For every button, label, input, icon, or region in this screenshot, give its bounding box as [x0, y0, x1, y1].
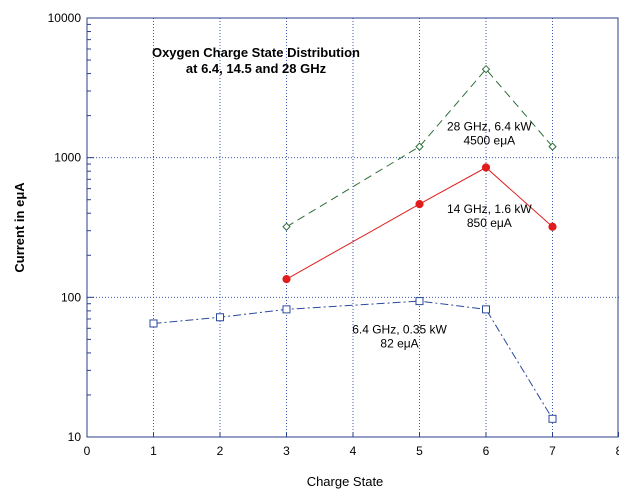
y-tick-label: 10000	[48, 11, 82, 25]
data-point	[149, 319, 158, 328]
y-tick-label: 1000	[54, 151, 81, 165]
data-point	[415, 200, 424, 209]
series-3	[149, 297, 557, 423]
axis-ticks: 0 1 2 3 4 5 6 7 8 10 100 1000 10000	[48, 11, 619, 458]
data-point	[548, 142, 557, 151]
y-axis-title: Current in eμA	[12, 182, 27, 273]
x-tick-label: 2	[217, 444, 224, 458]
annotation-text: 850 eμA	[467, 216, 512, 230]
x-tick-label: 0	[84, 444, 91, 458]
annotation-text: 6.4 GHz, 0.35 kW	[352, 323, 447, 337]
data-point	[415, 297, 424, 306]
data-point	[548, 222, 557, 231]
data-point	[282, 275, 291, 284]
y-tick-label: 100	[61, 290, 81, 304]
data-point	[415, 142, 424, 151]
chart-title-line: at 6.4, 14.5 and 28 GHz	[186, 61, 327, 76]
data-point	[282, 305, 291, 314]
series-2	[282, 163, 557, 284]
data-point	[282, 222, 291, 231]
x-tick-label: 7	[549, 444, 556, 458]
annotation-text: 28 GHz, 6.4 kW	[447, 120, 532, 134]
data-point	[481, 163, 491, 172]
x-axis-title: Charge State	[307, 474, 384, 489]
annotation-text: 4500 eμA	[464, 134, 516, 148]
series-line	[153, 300, 553, 420]
x-tick-label: 3	[283, 444, 290, 458]
x-tick-label: 8	[616, 444, 619, 458]
data-point	[482, 305, 490, 314]
grid-lines	[87, 18, 619, 437]
plot-frame	[86, 17, 619, 438]
x-tick-label: 6	[483, 444, 490, 458]
series-1	[282, 64, 557, 231]
data-point	[481, 64, 491, 74]
x-tick-label: 5	[416, 444, 423, 458]
x-tick-label: 1	[150, 444, 157, 458]
data-point	[548, 414, 557, 423]
annotation-text: 14 GHz, 1.6 kW	[447, 202, 532, 216]
annotation-text: 82 eμA	[380, 337, 418, 351]
data-point	[216, 313, 224, 322]
series-layer	[149, 64, 557, 423]
chart-title-line: Oxygen Charge State Distribution	[152, 45, 360, 60]
y-tick-label: 10	[68, 430, 82, 444]
series-line	[286, 166, 553, 280]
x-tick-label: 4	[350, 444, 357, 458]
